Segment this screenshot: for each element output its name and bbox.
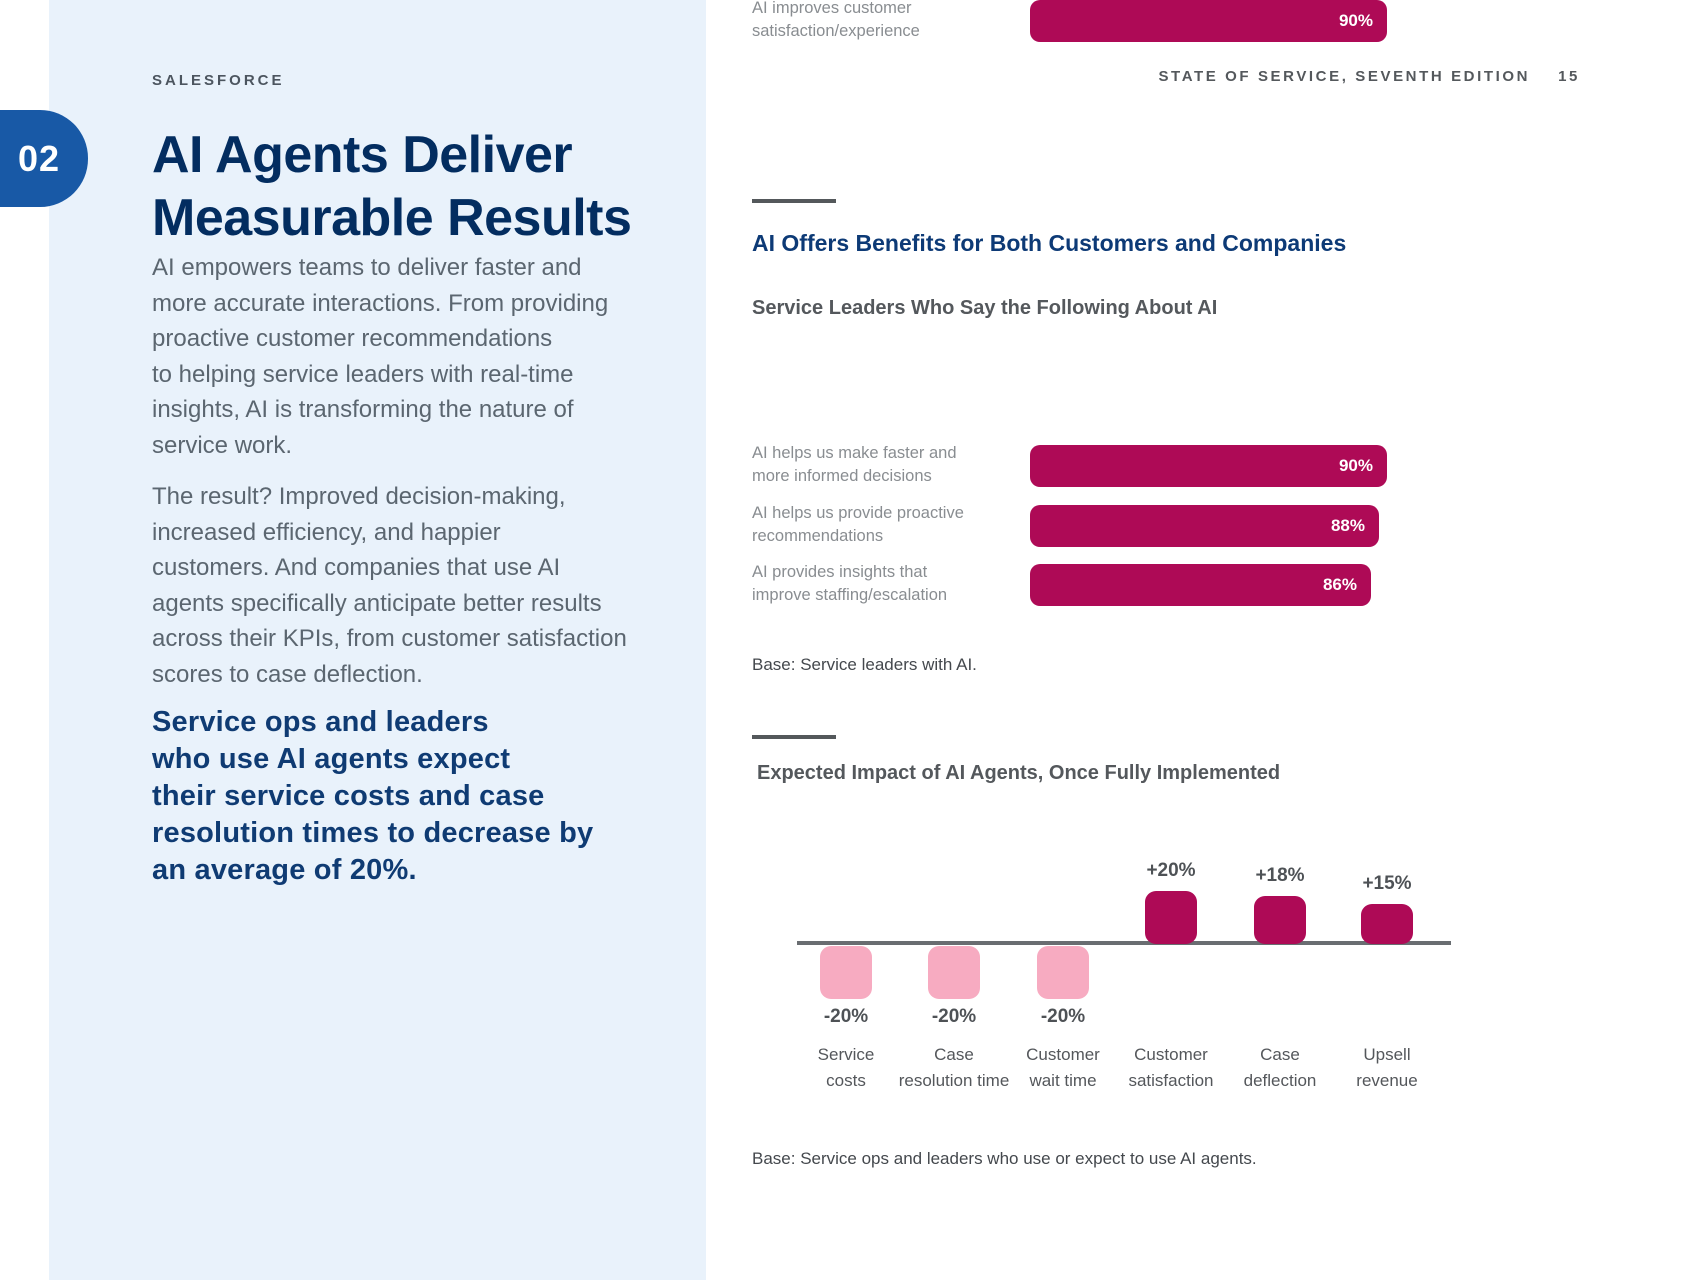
intro-paragraph: AI empowers teams to deliver faster and …	[152, 250, 652, 463]
chart2-title: Expected Impact of AI Agents, Once Fully…	[757, 762, 1281, 784]
bar-value: -20%	[1040, 1006, 1086, 1027]
chart1-row-label: AI improves customer satisfaction/experi…	[752, 0, 1012, 43]
chart2-axis-line	[797, 941, 1451, 945]
running-header: STATE OF SERVICE, SEVENTH EDITION 15	[1158, 68, 1580, 85]
label-line: costs	[826, 1071, 866, 1090]
chart1-row: AI provides insights that improve staffi…	[0, 561, 1707, 607]
chart2-base-note: Base: Service ops and leaders who use or…	[752, 1149, 1257, 1168]
label-line: more informed decisions	[752, 467, 932, 485]
paragraph-line: to helping service leaders with real-tim…	[152, 360, 574, 388]
bar-value: 86%	[1322, 575, 1357, 594]
chart2-bar	[1254, 896, 1306, 944]
paragraph-line: customers. And companies that use AI	[152, 554, 561, 581]
label-line: AI helps us provide proactive	[752, 504, 964, 522]
page-title: AI Agents Deliver Measurable Results	[152, 124, 632, 250]
callout-line: Service ops and leaders	[152, 706, 489, 738]
callout-line: an average of 20%.	[152, 854, 417, 886]
bar-value: +20%	[1146, 860, 1196, 881]
label-line: wait time	[1029, 1071, 1097, 1090]
label-line: improve staffing/escalation	[752, 586, 948, 604]
label-line: resolution time	[898, 1071, 1010, 1090]
chart1-bar: 90%	[1030, 445, 1387, 487]
chart2-category-label: Upsell revenue	[1287, 1042, 1487, 1094]
chart2-bar	[928, 946, 980, 999]
label-line: revenue	[1356, 1071, 1418, 1090]
bar-value: +15%	[1362, 873, 1412, 894]
chart1-row-label: AI helps us provide proactive recommenda…	[752, 502, 1012, 548]
paragraph-line: The result? Improved decision-making,	[152, 483, 566, 510]
label-line: AI improves customer	[752, 0, 912, 17]
paragraph-line: increased efficiency, and happier	[152, 518, 501, 546]
label-line: AI provides insights that	[752, 563, 928, 581]
chart2-bar	[1361, 904, 1413, 944]
page-title-line1: AI Agents Deliver	[152, 126, 573, 184]
callout-line: their service costs and case	[152, 780, 545, 812]
stat-callout: Service ops and leaders who use AI agent…	[152, 704, 652, 889]
label-line: Service	[817, 1045, 875, 1064]
chart1-bar: 86%	[1030, 564, 1371, 606]
chart1-row: AI helps us provide proactive recommenda…	[0, 502, 1707, 548]
chart2-column: -20% Customer wait time	[1026, 840, 1100, 1120]
section-title: AI Offers Benefits for Both Customers an…	[752, 230, 1347, 256]
bar-value: 88%	[1330, 516, 1365, 535]
chart1-row: AI improves customer satisfaction/experi…	[0, 0, 1707, 42]
paragraph-line: proactive customer recommendations	[152, 325, 553, 352]
page-title-line2: Measurable Results	[152, 189, 632, 247]
label-line: satisfaction	[1128, 1071, 1214, 1090]
chart2-category-label: Customer wait time	[963, 1042, 1163, 1094]
callout-line: resolution times to decrease by	[152, 817, 594, 849]
chart1-title: Service Leaders Who Say the Following Ab…	[752, 297, 1218, 319]
result-paragraph: The result? Improved decision-making, in…	[152, 479, 652, 692]
chart2-category-label: Case resolution time	[854, 1042, 1054, 1094]
paragraph-line: service work.	[152, 431, 293, 459]
sidebar-panel	[49, 0, 706, 1280]
page-number: 15	[1558, 68, 1580, 85]
chart2-column: -20% Service costs	[818, 840, 874, 1120]
chart2-bar	[820, 946, 872, 999]
bar-value: 90%	[1338, 456, 1373, 475]
section-rule	[752, 199, 836, 203]
chapter-number: 02	[17, 137, 61, 179]
chart2-column: -20% Case resolution time	[899, 840, 1009, 1120]
section-rule	[752, 735, 836, 739]
paragraph-line: more accurate interactions. From providi…	[152, 289, 609, 317]
label-line: satisfaction/experience	[752, 22, 920, 40]
brand-label: SALESFORCE	[152, 72, 285, 89]
callout-line: who use AI agents expect	[152, 743, 511, 775]
paragraph-line: insights, AI is transforming the nature …	[152, 396, 574, 423]
chart1-row: AI helps us make faster and more informe…	[0, 442, 1707, 488]
label-line: Customer	[1134, 1045, 1208, 1064]
label-line: deflection	[1243, 1071, 1317, 1090]
chart2-column: +18% Case deflection	[1244, 840, 1317, 1120]
paragraph-line: scores to case deflection.	[152, 660, 423, 688]
bar-value: 90%	[1338, 11, 1373, 30]
label-line: Customer	[1026, 1045, 1100, 1064]
label-line: Case	[1260, 1045, 1300, 1064]
chart2-bar	[1037, 946, 1089, 999]
chart2-category-label: Case deflection	[1180, 1042, 1380, 1094]
chart2-category-label: Customer satisfaction	[1071, 1042, 1271, 1094]
paragraph-line: agents specifically anticipate better re…	[152, 589, 602, 617]
chart2-column: +20% Customer satisfaction	[1128, 840, 1213, 1120]
bar-value: -20%	[931, 1006, 977, 1027]
chart1-base-note: Base: Service leaders with AI.	[752, 655, 977, 674]
chart1-row-label: AI provides insights that improve staffi…	[752, 561, 1012, 607]
chart2-bar	[1145, 891, 1197, 944]
edition-title: STATE OF SERVICE, SEVENTH EDITION	[1158, 68, 1531, 85]
label-line: Upsell	[1363, 1045, 1411, 1064]
bar-value: -20%	[823, 1006, 869, 1027]
paragraph-line: across their KPIs, from customer satisfa…	[152, 625, 627, 652]
label-line: AI helps us make faster and	[752, 444, 957, 462]
label-line: Case	[934, 1045, 974, 1064]
chart1-bar: 90%	[1030, 0, 1387, 42]
chart2-column: +15% Upsell revenue	[1356, 840, 1417, 1120]
chart1-row-label: AI helps us make faster and more informe…	[752, 442, 1012, 488]
chart2-category-label: Service costs	[746, 1042, 946, 1094]
chapter-badge: 02	[0, 110, 88, 207]
label-line: recommendations	[752, 527, 884, 545]
paragraph-line: AI empowers teams to deliver faster and	[152, 254, 582, 281]
bar-value: +18%	[1255, 865, 1305, 886]
chart1-bar: 88%	[1030, 505, 1379, 547]
